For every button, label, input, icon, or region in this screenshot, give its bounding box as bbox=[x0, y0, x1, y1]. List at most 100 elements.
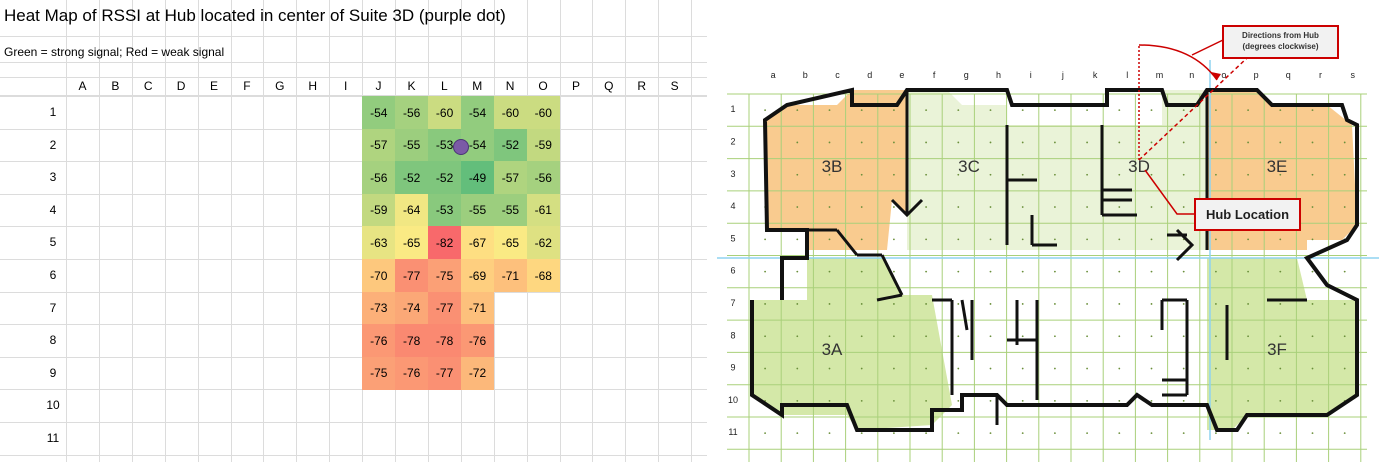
floorplan-panel: a b c d e f g h i j k l m n o p q r s 1 2 3 4 5 6 7 8 9 10 11 3B 3C 3D 3E… bbox=[707, 0, 1397, 462]
heatmap-cell: -61 bbox=[526, 193, 560, 227]
heatmap-cell: -77 bbox=[427, 356, 462, 390]
grid-dot bbox=[893, 141, 895, 144]
grid-dot bbox=[1150, 206, 1153, 208]
floorplan-row-number: 7 bbox=[730, 298, 735, 308]
grid-dot bbox=[1086, 367, 1088, 370]
grid-dot bbox=[1279, 238, 1282, 241]
heatmap-cell: -78 bbox=[427, 324, 462, 358]
grid-dot bbox=[1247, 141, 1249, 144]
grid-vline bbox=[592, 0, 594, 462]
column-header: I bbox=[343, 79, 348, 93]
grid-dot bbox=[860, 270, 863, 273]
grid-dot bbox=[1021, 399, 1024, 402]
grid-dot bbox=[1279, 303, 1282, 305]
grid-dot bbox=[1021, 303, 1024, 305]
column-header: L bbox=[440, 79, 448, 93]
column-header: A bbox=[78, 79, 87, 93]
grid-dot bbox=[925, 432, 927, 435]
grid-dot bbox=[925, 335, 927, 338]
row-header: 3 bbox=[49, 170, 57, 185]
grid-vline bbox=[164, 0, 166, 462]
grid-dot bbox=[1054, 335, 1056, 338]
heatmap-cell: -68 bbox=[526, 259, 560, 293]
row-header: 8 bbox=[49, 333, 57, 348]
grid-dot bbox=[1279, 335, 1282, 338]
grid-dot bbox=[989, 109, 992, 112]
hub-location-callout: Hub Location bbox=[1194, 198, 1301, 231]
grid-dot bbox=[989, 335, 992, 338]
floorplan-column-letter: f bbox=[933, 70, 936, 80]
heatmap-cell: -54 bbox=[362, 96, 396, 130]
heatmap-cell: -74 bbox=[395, 291, 429, 325]
grid-dot bbox=[796, 335, 799, 338]
spreadsheet-grid: A B C D E F G H I J K L M N O P Q R S 1 2 3 4 5 6 7 8 9 10 11 -54 -56 -6… bbox=[0, 0, 707, 462]
grid-dot bbox=[796, 432, 799, 435]
grid-dot bbox=[1182, 399, 1185, 402]
grid-hline bbox=[0, 161, 707, 163]
grid-vline bbox=[658, 0, 660, 462]
column-header: D bbox=[176, 79, 186, 93]
grid-dot bbox=[1086, 141, 1088, 144]
grid-dot bbox=[1150, 173, 1153, 176]
grid-dot bbox=[796, 367, 799, 370]
grid-dot bbox=[989, 173, 992, 176]
grid-dot bbox=[1247, 399, 1249, 402]
grid-dot bbox=[1150, 399, 1153, 402]
grid-vline bbox=[263, 0, 265, 462]
grid-dot bbox=[1343, 270, 1346, 273]
grid-dot bbox=[1150, 335, 1153, 338]
grid-dot bbox=[860, 399, 863, 402]
grid-dot bbox=[957, 206, 960, 208]
suite-label: 3A bbox=[822, 340, 843, 359]
column-header: B bbox=[111, 79, 120, 93]
heatmap-cell: -49 bbox=[460, 161, 495, 195]
grid-dot bbox=[1311, 206, 1314, 208]
floorplan-diagram: a b c d e f g h i j k l m n o p q r s 1 2 3 4 5 6 7 8 9 10 11 3B 3C 3D 3E… bbox=[717, 39, 1379, 462]
suite-area bbox=[765, 90, 907, 250]
grid-dot bbox=[1247, 109, 1249, 112]
grid-vline bbox=[691, 0, 693, 462]
grid-dot bbox=[1311, 335, 1314, 338]
column-header: E bbox=[210, 79, 219, 93]
heatmap-cell: -76 bbox=[460, 324, 495, 358]
grid-dot bbox=[1215, 399, 1217, 402]
grid-dot bbox=[893, 173, 895, 176]
grid-dot bbox=[1343, 367, 1346, 370]
grid-dot bbox=[1118, 238, 1121, 241]
grid-dot bbox=[989, 270, 992, 273]
direction-arc bbox=[1138, 44, 1218, 81]
column-header: R bbox=[637, 79, 647, 93]
grid-dot bbox=[860, 367, 863, 370]
row-header: 1 bbox=[49, 105, 57, 119]
column-header: M bbox=[472, 79, 483, 93]
grid-dot bbox=[860, 238, 863, 241]
heatmap-cell: -52 bbox=[395, 161, 429, 195]
grid-dot bbox=[989, 367, 992, 370]
heatmap-cell: -59 bbox=[526, 128, 560, 162]
grid-dot bbox=[1215, 367, 1217, 370]
grid-dot bbox=[1247, 432, 1249, 435]
legend-note: Green = strong signal; Red = weak signal bbox=[4, 45, 225, 59]
directions-callout-leader bbox=[1191, 39, 1224, 56]
grid-dot bbox=[1215, 109, 1217, 112]
heatmap-cell: -56 bbox=[362, 161, 396, 195]
grid-dot bbox=[1054, 303, 1056, 305]
grid-dot bbox=[1118, 173, 1121, 176]
grid-dot bbox=[957, 173, 960, 176]
heatmap-cell: -57 bbox=[493, 161, 528, 195]
grid-dot bbox=[1247, 303, 1249, 305]
grid-dot bbox=[828, 399, 831, 402]
grid-vline bbox=[131, 0, 133, 462]
grid-dot bbox=[925, 206, 927, 208]
grid-dot bbox=[828, 238, 831, 241]
grid-dot bbox=[860, 432, 863, 435]
grid-dot bbox=[1279, 270, 1282, 273]
grid-dot bbox=[893, 303, 895, 305]
grid-dot bbox=[1021, 141, 1024, 144]
floorplan-column-letter: m bbox=[1156, 70, 1164, 80]
grid-hline bbox=[0, 356, 707, 358]
interior-wall bbox=[960, 299, 969, 331]
grid-dot bbox=[1086, 303, 1088, 305]
grid-dot bbox=[860, 141, 863, 144]
grid-dot bbox=[828, 432, 831, 435]
